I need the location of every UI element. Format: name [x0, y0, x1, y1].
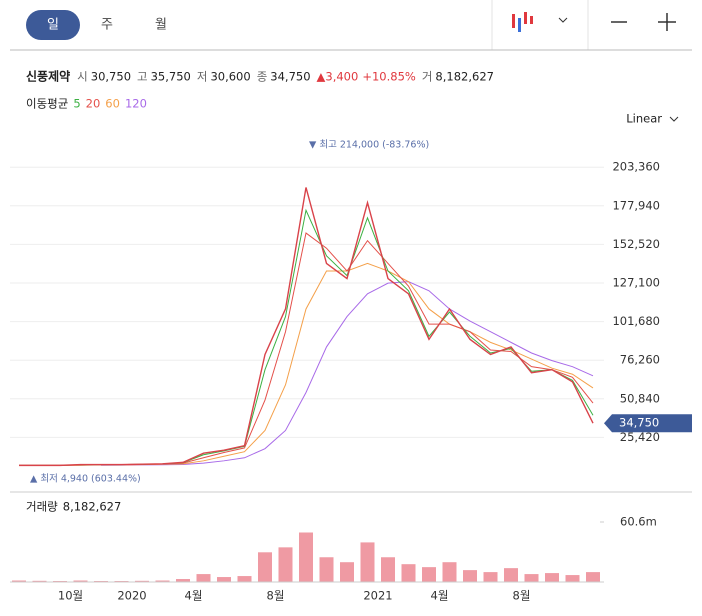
tab[interactable]: 일	[47, 18, 59, 33]
volume-bar	[32, 580, 47, 582]
y-tick-label: 25,420	[620, 430, 660, 444]
x-tick-label: 4월	[431, 589, 449, 603]
volume-bar	[340, 562, 354, 582]
volume-bar	[463, 570, 477, 582]
field-label: 거	[422, 70, 433, 84]
volume-bar	[135, 580, 149, 582]
annotation-max: ▼ 최고 214,000 (-83.76%)	[309, 140, 429, 151]
x-tick-label: 8월	[267, 589, 285, 603]
x-tick-label: 4월	[185, 589, 203, 603]
ma-line	[100, 281, 594, 466]
volume-bar	[12, 580, 26, 582]
scale-mode[interactable]: Linear	[626, 112, 662, 126]
volume-bar	[176, 579, 190, 582]
volume-bar	[73, 580, 88, 582]
volume-tick-label: 60.6m	[620, 515, 657, 529]
x-tick-label: 10월	[58, 589, 83, 603]
x-tick-label: 2021	[363, 589, 392, 603]
volume-bar	[586, 572, 600, 582]
change-pct: +10.85%	[362, 70, 416, 84]
price-tag: 34,750	[619, 416, 659, 430]
zoom-in[interactable]	[658, 13, 676, 31]
tab[interactable]: 월	[155, 18, 167, 33]
volume-bar	[483, 572, 498, 582]
scale-dropdown[interactable]	[669, 116, 679, 122]
tab-active-bg[interactable]	[26, 10, 80, 40]
y-tick-label: 127,100	[612, 275, 660, 289]
change: ▲3,400	[317, 70, 359, 84]
ma-title: 이동평균	[26, 97, 68, 111]
volume-bar	[196, 574, 211, 582]
legend-entry: 5	[73, 97, 80, 111]
y-tick-label: 50,840	[620, 391, 660, 405]
field-label: 시	[77, 70, 88, 84]
volume-title: 거래량	[26, 500, 58, 514]
volume-bar	[360, 542, 375, 582]
y-tick-label: 76,260	[620, 353, 660, 367]
volume-bar	[545, 573, 559, 582]
volume-bar	[258, 552, 272, 582]
volume-bar	[381, 557, 395, 582]
volume-bar	[299, 532, 313, 582]
volume-bar	[217, 577, 231, 582]
stock-name: 신풍제약	[26, 69, 70, 84]
price-line	[19, 187, 594, 467]
volume-bar	[504, 568, 518, 582]
volume-bar	[237, 576, 252, 582]
x-tick-label: 8월	[513, 589, 531, 603]
volume-bar	[401, 564, 416, 582]
tab[interactable]: 주	[101, 18, 113, 33]
ma-line	[19, 208, 594, 466]
legend-entry: 20	[86, 97, 101, 111]
legend-entry: 120	[125, 97, 147, 111]
volume-bar	[422, 567, 436, 582]
field-value: 34,750	[270, 70, 310, 84]
stock-header: 신풍제약 시 30,750 고 35,750 저 30,600 종 34,750 ▲3,400 +1…	[26, 69, 494, 84]
field-label: 종	[257, 70, 268, 84]
volume-bar	[524, 574, 539, 582]
volume-total: 8,182,627	[63, 500, 122, 514]
volume-bar	[442, 562, 457, 582]
annotation-min: ▲ 최저 4,940 (603.44%)	[30, 474, 141, 485]
volume-bar	[155, 580, 170, 582]
x-tick-label: 2020	[117, 589, 146, 603]
y-tick-label: 177,940	[612, 198, 660, 212]
field-value: 30,750	[91, 70, 131, 84]
y-tick-label: 203,360	[612, 160, 660, 174]
y-tick-label: 101,680	[612, 314, 660, 328]
field-label: 고	[137, 70, 148, 84]
dropdown-icon[interactable]	[558, 17, 568, 23]
legend-entry: 60	[105, 97, 120, 111]
ma-line	[19, 262, 594, 466]
ma-legend: 5 20 60 120	[73, 97, 147, 111]
field-label: 저	[197, 70, 208, 84]
y-tick-label: 152,520	[612, 237, 660, 251]
volume-bar	[565, 575, 580, 582]
field-value: 35,750	[151, 70, 191, 84]
volume-bar	[278, 547, 293, 582]
field-value: 8,182,627	[435, 70, 494, 84]
field-value: 30,600	[210, 70, 250, 84]
volume-bar	[319, 557, 334, 582]
price-tag-bg	[604, 414, 692, 433]
chart-type-icon[interactable]	[512, 12, 533, 32]
